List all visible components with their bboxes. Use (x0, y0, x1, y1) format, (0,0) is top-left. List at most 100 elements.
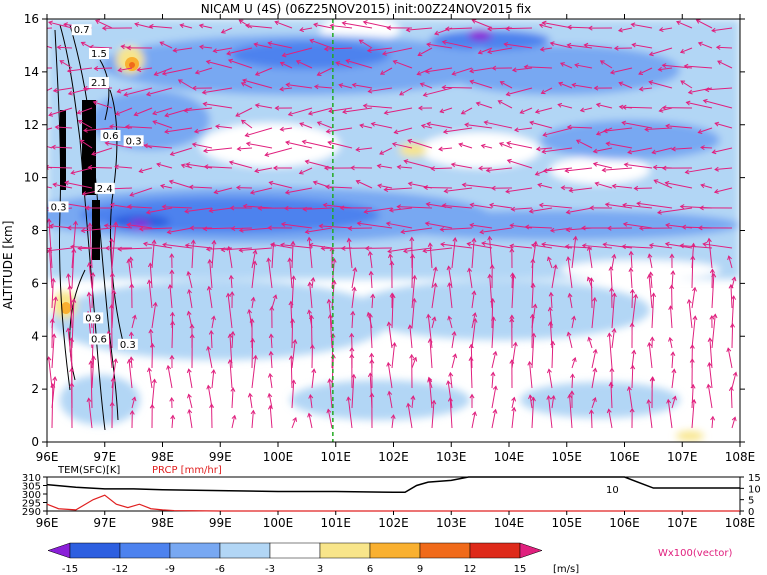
wind-vector-head (511, 67, 517, 73)
wind-vector-head (325, 128, 331, 134)
wind-vector (170, 147, 193, 156)
wind-vector (290, 301, 293, 329)
wind-vector-head (207, 258, 213, 264)
wind-vector (711, 273, 715, 309)
wind-vector-head (92, 100, 98, 106)
wind-vector (388, 322, 393, 349)
wind-vector (146, 87, 173, 96)
wind-vector (382, 47, 413, 55)
wind-vector (447, 380, 453, 409)
wind-vector-head (728, 386, 734, 392)
wind-vector-head (126, 258, 132, 264)
wind-vector-head (169, 354, 175, 360)
wind-vector-head (633, 185, 639, 191)
wind-vector-head (391, 342, 397, 347)
wind-vector (698, 42, 713, 49)
wind-vector-head (327, 140, 333, 146)
wind-vector-head (304, 159, 310, 165)
wind-vector-head (133, 111, 139, 117)
y-tick-label: 6 (31, 276, 39, 290)
x-tick-label: 104E (494, 450, 525, 464)
wind-vector-head (191, 85, 197, 91)
wind-vector (731, 296, 735, 329)
wind-vector-head (48, 111, 54, 117)
wind-vector (127, 224, 153, 229)
wind-vector (363, 105, 393, 109)
wind-vector-head (67, 90, 73, 96)
wind-vector-head (206, 384, 212, 390)
wind-vector (417, 47, 433, 56)
wind-vector-head (310, 276, 316, 282)
wind-vector (427, 314, 433, 349)
colorbar-tick-label: -12 (112, 564, 128, 575)
colorbar-swatch (219, 542, 271, 559)
wind-vector-head (419, 82, 425, 88)
wind-vector-head (211, 239, 217, 245)
wind-vector-head (451, 70, 457, 76)
wind-vector-head (665, 222, 670, 228)
wind-vector (127, 259, 133, 289)
x-tick-label: 107E (667, 450, 698, 464)
wind-vector (511, 207, 533, 210)
wind-vector (134, 107, 153, 116)
wind-vector-head (69, 337, 75, 342)
contour-labels: 0.6 0.3 2.4 0.3 0.9 0.6 0.3 2.1 1.5 0.7 (48, 24, 144, 351)
surface-x-tick-label: 106E (609, 516, 640, 530)
wind-vector-head (664, 241, 670, 247)
wind-vector (152, 107, 173, 115)
colorbar-tick-label: -15 (62, 564, 78, 575)
wind-vector-head (548, 321, 554, 326)
wind-vector (511, 273, 514, 289)
wind-vector (134, 23, 153, 29)
wind-vector-head (629, 407, 635, 413)
wind-vector (708, 238, 713, 269)
contour-label: 0.6 (91, 335, 107, 346)
wind-vector-head (396, 204, 402, 210)
wind-vector-head (383, 187, 389, 193)
wind-vector (302, 140, 333, 149)
wind-vector (480, 227, 513, 233)
wind-vector-head (351, 82, 357, 88)
wind-vector (188, 369, 193, 389)
wind-vector-head (267, 225, 272, 231)
wind-vector-head (519, 109, 525, 114)
wind-vector-head (426, 121, 432, 127)
wind-vector-head (530, 258, 536, 264)
wind-vector-head (448, 371, 454, 377)
wind-vector (246, 24, 273, 29)
wind-vector-head (391, 141, 397, 147)
contour-label-bg (88, 77, 109, 89)
wind-vector-head (252, 260, 258, 266)
wind-vector-head (565, 209, 571, 215)
wind-vector (369, 313, 373, 349)
colorbar-swatch (69, 542, 121, 559)
wind-vector (231, 388, 234, 409)
wind-vector-head (298, 169, 304, 175)
wind-vector (171, 415, 174, 429)
wind-vector-head (299, 27, 305, 33)
wind-vector (255, 67, 273, 76)
wind-vector-head (191, 142, 197, 148)
wind-vector-head (230, 330, 236, 336)
wind-vector (47, 27, 53, 29)
wind-vector-head (661, 165, 667, 171)
wind-vector-head (267, 392, 273, 398)
wind-vector-head (281, 52, 287, 58)
wind-vector (484, 121, 513, 129)
wind-vector-head (511, 273, 517, 279)
wind-vector (227, 293, 233, 329)
wind-vector (188, 394, 193, 409)
contour-label: 2.1 (91, 78, 107, 89)
wind-vector (167, 227, 193, 233)
wind-vector-head (464, 122, 469, 128)
wind-vector (506, 187, 533, 193)
wind-vector (328, 141, 353, 149)
wind-vector (688, 299, 693, 329)
wind-vector-head (528, 208, 534, 214)
wind-vector-head (124, 124, 130, 130)
wind-vector-head (438, 146, 443, 152)
wind-vector-head (220, 29, 226, 34)
wind-vector-head (169, 311, 175, 317)
wind-vector (731, 323, 734, 349)
wind-vector (688, 87, 713, 94)
